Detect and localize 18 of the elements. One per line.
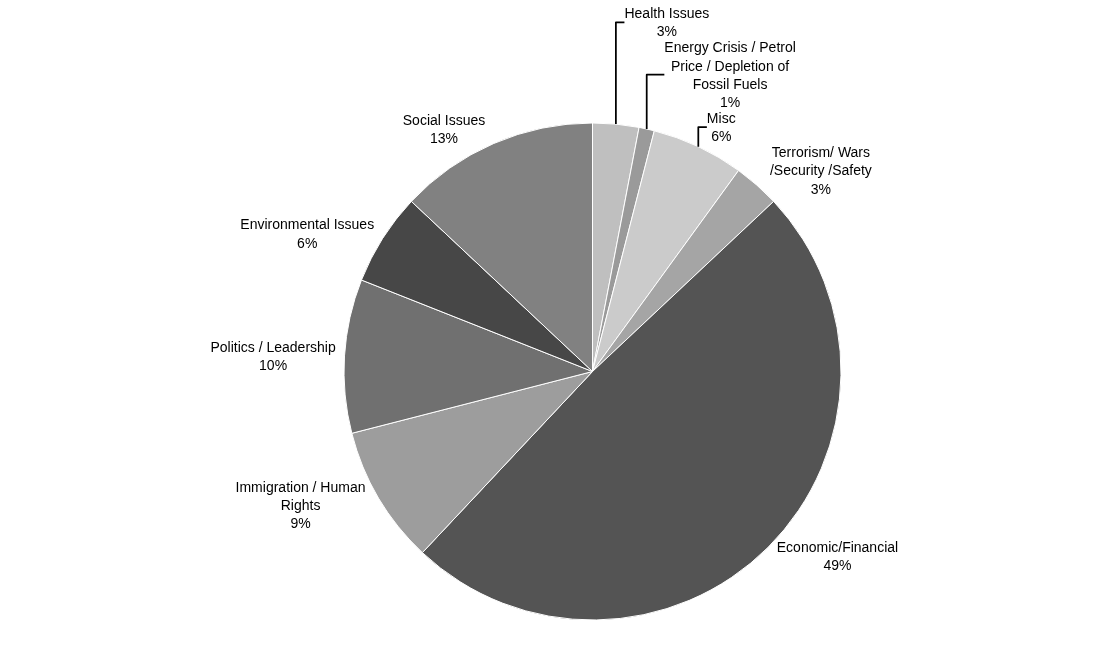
slice-label: Social Issues [402, 111, 486, 128]
data-label: 1% [719, 93, 741, 110]
data-label: 3% [656, 23, 677, 40]
slice-label: Terrorism/ Wars /Security /Safety [769, 144, 872, 179]
data-label: 6% [711, 128, 732, 145]
slice-label: Immigration / Human Rights [235, 478, 366, 513]
data-label: 9% [290, 514, 311, 531]
data-label: 13% [430, 130, 459, 147]
slice-label: Misc [706, 109, 736, 126]
data-label: 6% [297, 234, 318, 251]
slice-label: Energy Crisis / Petrol Price / Depletion of Fossil Fuels [664, 39, 796, 92]
slice-label: Environmental Issues [240, 216, 375, 233]
data-label: 49% [823, 556, 852, 573]
slice-label: Politics / Leadership [210, 338, 336, 355]
data-label: 3% [810, 180, 832, 197]
data-label: 10% [259, 356, 288, 373]
slice-label: Health Issues [624, 5, 710, 22]
slice-label: Economic/Financial [776, 538, 899, 555]
